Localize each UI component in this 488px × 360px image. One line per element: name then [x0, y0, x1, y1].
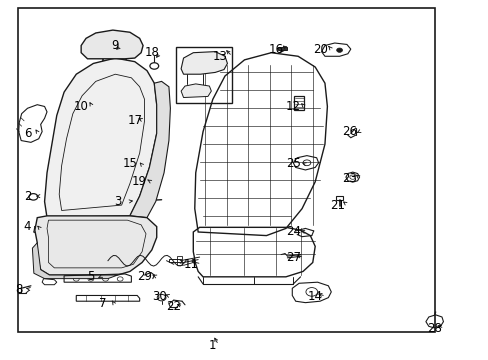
Text: 28: 28 — [427, 322, 441, 335]
Text: 23: 23 — [341, 172, 356, 185]
Text: 24: 24 — [285, 225, 300, 238]
Text: 20: 20 — [312, 42, 327, 55]
Polygon shape — [44, 58, 157, 218]
Text: 3: 3 — [114, 195, 121, 208]
Text: 29: 29 — [137, 270, 152, 283]
Text: 12: 12 — [285, 100, 300, 113]
Text: 26: 26 — [341, 125, 356, 138]
Polygon shape — [181, 84, 211, 98]
Text: 21: 21 — [329, 199, 344, 212]
Text: 2: 2 — [24, 190, 31, 203]
Text: 13: 13 — [212, 50, 227, 63]
Polygon shape — [35, 216, 157, 275]
Text: 1: 1 — [209, 339, 216, 352]
Text: 8: 8 — [16, 283, 23, 296]
Text: 7: 7 — [99, 297, 106, 310]
Polygon shape — [81, 30, 143, 59]
Text: 25: 25 — [285, 157, 300, 170]
Text: 27: 27 — [285, 251, 300, 264]
Polygon shape — [32, 243, 118, 279]
Text: 14: 14 — [307, 290, 322, 303]
Text: 4: 4 — [24, 220, 31, 233]
Text: 6: 6 — [24, 127, 31, 140]
Text: 19: 19 — [132, 175, 147, 188]
Text: 10: 10 — [74, 100, 88, 113]
Polygon shape — [130, 81, 170, 218]
Polygon shape — [181, 51, 227, 74]
Bar — [176, 47, 232, 103]
Text: 9: 9 — [111, 39, 119, 52]
Bar — [18, 8, 434, 332]
Text: 17: 17 — [127, 114, 142, 127]
Circle shape — [336, 48, 342, 52]
Text: 11: 11 — [183, 258, 198, 271]
Text: 18: 18 — [144, 46, 159, 59]
Text: 15: 15 — [122, 157, 137, 170]
Text: 16: 16 — [268, 42, 283, 55]
Text: 22: 22 — [166, 300, 181, 313]
Text: 5: 5 — [87, 270, 94, 283]
Text: 30: 30 — [151, 290, 166, 303]
Polygon shape — [277, 46, 287, 50]
